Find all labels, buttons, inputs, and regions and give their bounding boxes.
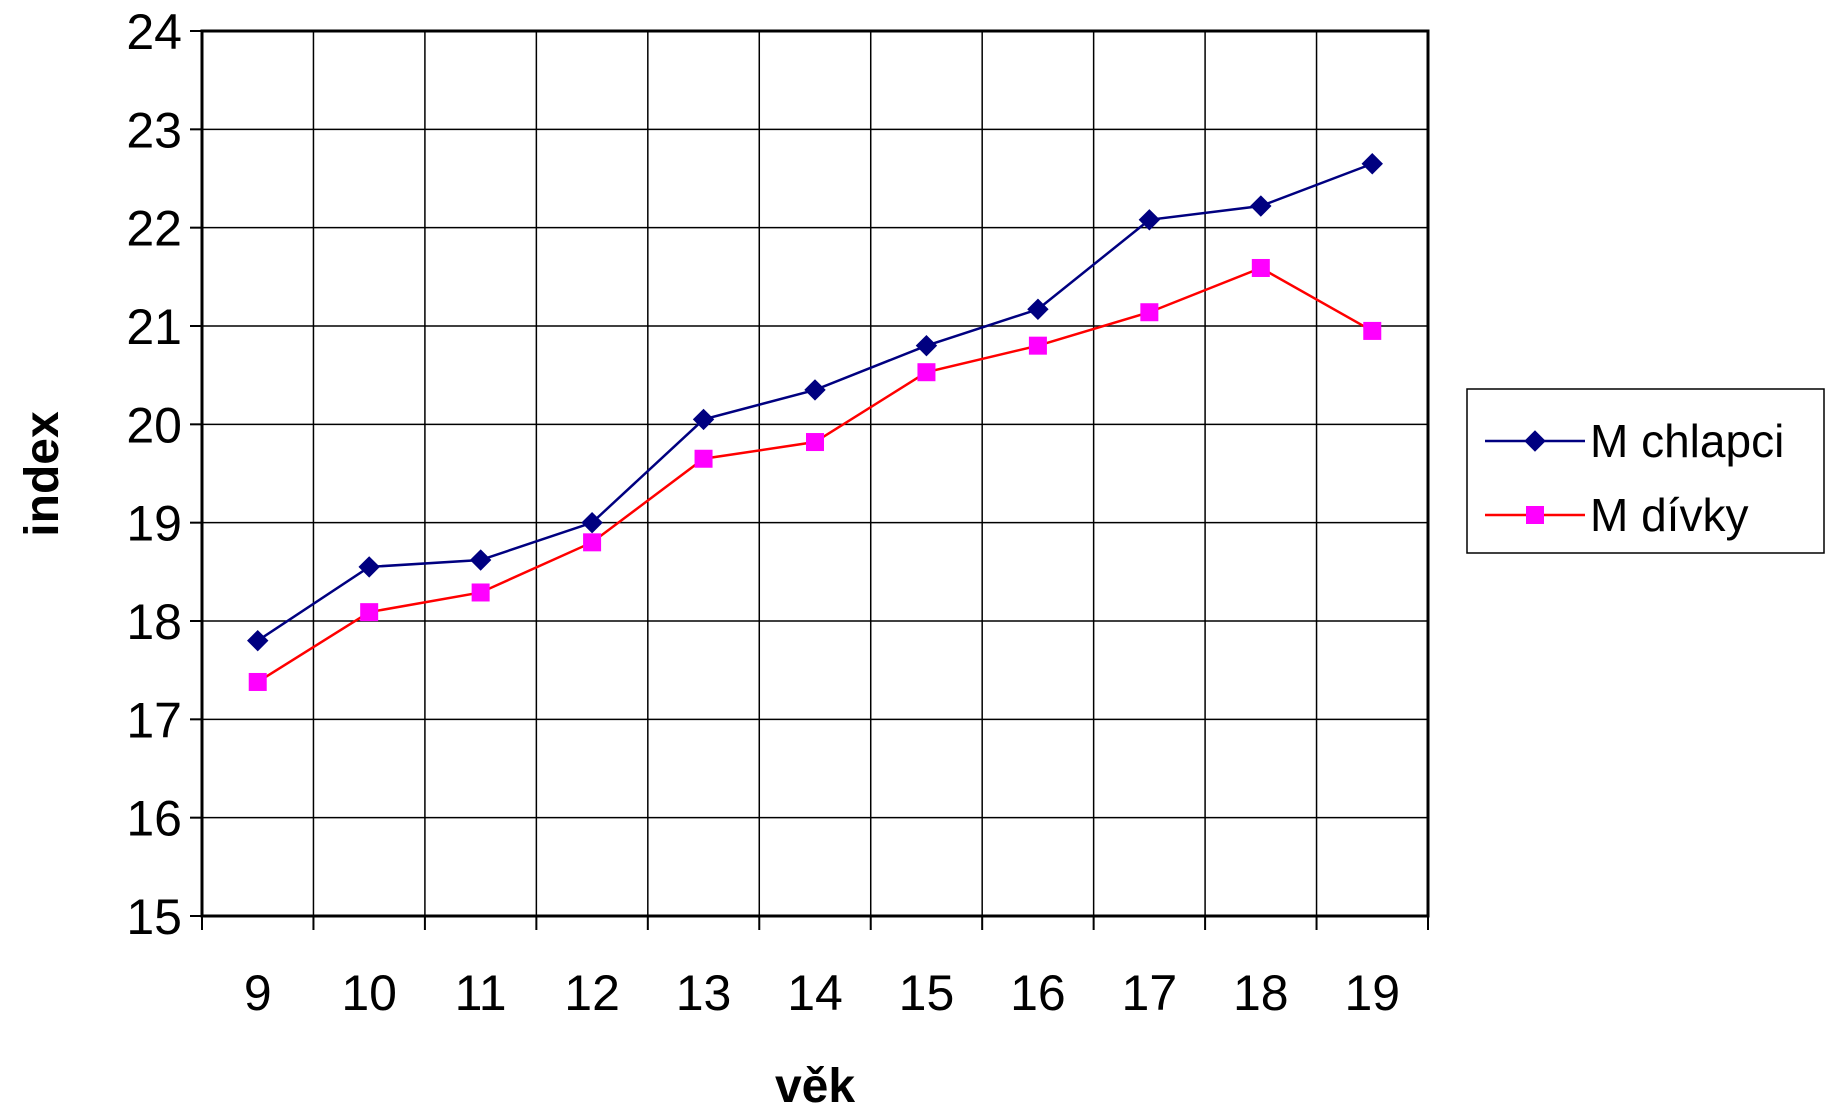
y-tick-label: 23 <box>126 102 182 158</box>
data-point <box>583 533 602 552</box>
x-axis-title: věk <box>775 1060 855 1111</box>
data-point <box>358 556 380 578</box>
data-point <box>1251 258 1270 277</box>
data-point <box>915 334 938 357</box>
legend: M chlapci M dívky <box>1466 388 1825 554</box>
x-tick-label: 12 <box>564 965 620 1021</box>
x-tick-label: 19 <box>1344 965 1400 1021</box>
y-axis-title: index <box>16 411 69 537</box>
x-tick-label: 10 <box>341 965 397 1021</box>
legend-label: M chlapci <box>1590 415 1784 467</box>
axes: 15 16 17 18 19 20 21 22 23 24 9 10 11 12 13 14 15 16 17 18 1… <box>126 4 1430 1021</box>
series-divky <box>248 258 1382 691</box>
legend-box <box>1466 388 1825 554</box>
legend-label: M dívky <box>1590 489 1748 541</box>
data-point <box>1250 195 1272 217</box>
series-group <box>247 153 1383 691</box>
data-point <box>581 511 603 534</box>
y-tick-label: 20 <box>126 397 182 453</box>
data-point <box>692 408 715 431</box>
data-point <box>694 449 713 468</box>
data-point <box>360 603 379 622</box>
y-tick-label: 18 <box>126 594 182 650</box>
y-tick-label: 21 <box>126 299 182 355</box>
data-point <box>1027 298 1049 320</box>
data-point <box>1028 336 1047 355</box>
data-point <box>1363 321 1382 340</box>
legend-item: M dívky <box>1485 489 1748 541</box>
y-tick-label: 22 <box>126 201 182 257</box>
x-tick-label: 16 <box>1010 965 1066 1021</box>
data-point <box>1138 209 1161 231</box>
x-tick-label: 15 <box>899 965 955 1021</box>
y-tick-label: 19 <box>126 496 182 552</box>
data-point <box>804 379 826 401</box>
legend-marker <box>1526 506 1544 524</box>
plot-border <box>200 29 1430 918</box>
y-tick-label: 24 <box>126 4 182 60</box>
x-tick-label: 17 <box>1122 965 1178 1021</box>
y-tick-label: 17 <box>126 692 182 748</box>
x-tick-label: 11 <box>455 965 507 1021</box>
legend-item: M chlapci <box>1485 415 1784 467</box>
data-point <box>1361 153 1383 175</box>
x-tick-label: 13 <box>676 965 732 1021</box>
data-point <box>917 363 936 382</box>
legend-marker <box>1524 430 1546 452</box>
data-point <box>247 629 269 652</box>
x-tick-label: 14 <box>787 965 843 1021</box>
data-point <box>469 549 492 571</box>
gridlines <box>202 31 1428 916</box>
data-point <box>806 433 824 452</box>
y-tick-label: 16 <box>126 791 182 847</box>
data-point <box>248 672 267 691</box>
data-point <box>1140 303 1159 322</box>
y-tick-label: 15 <box>126 889 182 945</box>
series-chlapci <box>247 153 1383 652</box>
data-point <box>471 583 490 602</box>
plot-area <box>202 31 1428 916</box>
x-tick-label: 18 <box>1233 965 1289 1021</box>
x-tick-label: 9 <box>244 965 272 1021</box>
